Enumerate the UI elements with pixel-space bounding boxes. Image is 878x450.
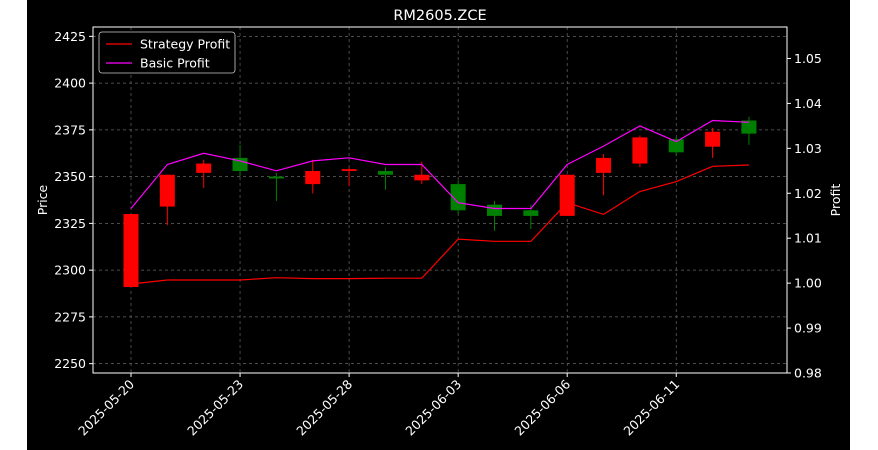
left-tick-label: 2275: [54, 309, 86, 324]
x-tick-label: 2025-05-20: [75, 376, 137, 438]
candle-body: [377, 171, 393, 175]
candle-body: [632, 137, 648, 164]
left-tick-label: 2400: [54, 76, 86, 91]
left-tick-label: 2250: [54, 356, 86, 371]
left-tick-label: 2300: [54, 263, 86, 278]
strategy-profit-line: [130, 164, 750, 285]
y-axis-label-right: Profit: [828, 184, 843, 217]
legend-label: Basic Profit: [140, 56, 210, 71]
plot-frame: [92, 26, 788, 374]
candle-body: [414, 174, 430, 181]
candle-body: [705, 131, 721, 147]
candle-body: [196, 163, 212, 173]
chart-title: RM2605.ZCE: [393, 8, 486, 24]
basic-profit-line: [130, 119, 750, 210]
candle-body: [559, 174, 575, 216]
candle-body: [741, 120, 757, 134]
candle-body: [159, 174, 175, 207]
x-tick-label: 2025-06-11: [620, 377, 682, 439]
candle-body: [523, 210, 539, 216]
right-tick-label: 1.05: [794, 51, 822, 66]
right-tick-label: 0.98: [794, 366, 822, 381]
chart-figure: 2250 2275 2300 2325 2350 2375 2400 2425 0.98 0.99…: [27, 0, 850, 450]
right-tick-label: 1.02: [794, 186, 822, 201]
y-axis-label-left: Price: [35, 184, 50, 215]
left-tick-label: 2375: [54, 122, 86, 137]
chart-svg: 2250 2275 2300 2325 2350 2375 2400 2425 0.98 0.99…: [35, 8, 843, 439]
x-tick-label: 2025-05-28: [293, 376, 355, 438]
right-tick-label: 1.04: [794, 96, 822, 111]
right-tick-label: 0.99: [794, 321, 822, 336]
candle-body: [268, 176, 284, 179]
right-tick-label: 1.03: [794, 141, 822, 156]
left-tick-label: 2425: [54, 29, 86, 44]
candle-body: [123, 214, 139, 287]
x-tick-label: 2025-05-23: [184, 377, 246, 439]
left-tick-label: 2350: [54, 169, 86, 184]
candle-body: [487, 204, 502, 216]
candle-body: [668, 139, 684, 153]
candle-body: [596, 157, 612, 173]
candle-body: [305, 171, 321, 185]
candle-body: [341, 169, 357, 172]
right-tick-label: 1.01: [794, 231, 822, 246]
legend-label: Strategy Profit: [140, 37, 230, 52]
legend-box: [98, 31, 236, 74]
candle-body: [232, 157, 248, 172]
left-tick-label: 2325: [54, 216, 86, 231]
x-tick-label: 2025-06-03: [402, 377, 464, 439]
x-tick-label: 2025-06-06: [511, 376, 573, 438]
right-tick-label: 1.00: [794, 276, 822, 291]
